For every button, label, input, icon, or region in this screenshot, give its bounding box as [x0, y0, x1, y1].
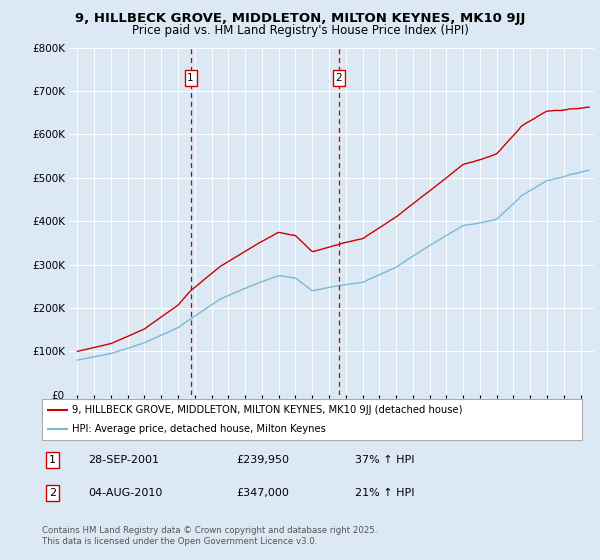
Text: 9, HILLBECK GROVE, MIDDLETON, MILTON KEYNES, MK10 9JJ (detached house): 9, HILLBECK GROVE, MIDDLETON, MILTON KEY… [72, 405, 462, 415]
Text: Price paid vs. HM Land Registry's House Price Index (HPI): Price paid vs. HM Land Registry's House … [131, 24, 469, 37]
Text: £239,950: £239,950 [236, 455, 289, 465]
Text: Contains HM Land Registry data © Crown copyright and database right 2025.
This d: Contains HM Land Registry data © Crown c… [42, 526, 377, 546]
Text: 1: 1 [187, 73, 194, 83]
Text: 04-AUG-2010: 04-AUG-2010 [88, 488, 162, 498]
Text: 9, HILLBECK GROVE, MIDDLETON, MILTON KEYNES, MK10 9JJ: 9, HILLBECK GROVE, MIDDLETON, MILTON KEY… [75, 12, 525, 25]
Text: 1: 1 [49, 455, 56, 465]
Text: HPI: Average price, detached house, Milton Keynes: HPI: Average price, detached house, Milt… [72, 424, 326, 433]
Text: 2: 2 [49, 488, 56, 498]
Text: 28-SEP-2001: 28-SEP-2001 [88, 455, 159, 465]
Text: 37% ↑ HPI: 37% ↑ HPI [355, 455, 415, 465]
Text: £347,000: £347,000 [236, 488, 289, 498]
Text: 2: 2 [335, 73, 342, 83]
Text: 21% ↑ HPI: 21% ↑ HPI [355, 488, 415, 498]
